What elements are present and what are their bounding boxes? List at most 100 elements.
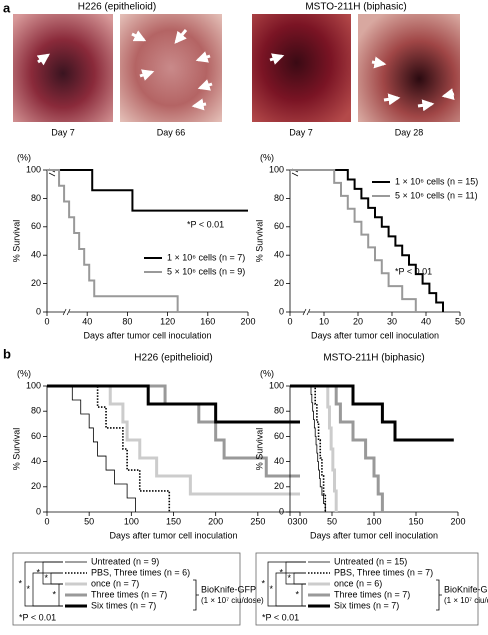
x-tick-label: 40: [82, 316, 92, 326]
significance-bracket: [275, 572, 306, 607]
photo: [358, 14, 460, 122]
axis-break: [293, 170, 299, 174]
significance-star: *: [287, 573, 291, 583]
significance-star: *: [269, 584, 273, 594]
y-tick-label: 0: [279, 506, 284, 516]
photo: [120, 14, 222, 122]
survival-curve: [47, 384, 300, 496]
x-tick-label: 200: [208, 516, 223, 526]
survival-curve: [290, 169, 444, 312]
significance-star: *: [279, 567, 283, 577]
axis-break: [50, 170, 56, 174]
survival-curve: [290, 384, 454, 442]
axis-break: [305, 309, 309, 315]
survival-curve: [47, 384, 300, 424]
legend-label: 1 × 10⁶ cells (n = 15): [395, 176, 478, 186]
y-tick-label: 40: [31, 250, 41, 260]
y-tick-label: 40: [31, 456, 41, 466]
legend-label: 5 × 10⁶ cells (n = 11): [395, 190, 478, 200]
x-axis-label: Days after tumor cell inoculation: [310, 530, 438, 540]
significance-star: *: [44, 573, 48, 583]
group-brace: [436, 579, 442, 611]
survival-curve: [290, 384, 338, 512]
survival-curve: [47, 169, 179, 312]
significance-bracket: [32, 572, 63, 607]
x-tick-label: 300: [292, 516, 307, 526]
survival-curve: [47, 169, 248, 212]
significance-star: *: [36, 567, 40, 577]
legend-box: [12, 552, 241, 626]
photos: [13, 14, 460, 122]
y-unit: (%): [17, 368, 31, 378]
legend-label: once (n = 7): [91, 578, 139, 588]
chart-title: MSTO-211H (biphasic): [323, 353, 424, 364]
y-tick-label: 80: [274, 193, 284, 203]
photo-title: MSTO-211H (biphasic): [305, 2, 406, 13]
y-tick-label: 60: [31, 221, 41, 231]
note: *P < 0.01: [19, 612, 56, 622]
significance-bracket: [301, 583, 306, 607]
x-axis-label: Days after tumor cell inoculation: [311, 330, 439, 340]
x-tick-label: 80: [122, 316, 132, 326]
legend-label: Three times (n = 7): [334, 589, 410, 599]
x-tick-label: 0: [287, 316, 292, 326]
y-tick-label: 100: [269, 164, 284, 174]
y-axis-label: % Survival: [254, 220, 264, 263]
significance-star: *: [52, 589, 56, 599]
arrows: [36, 29, 455, 112]
photo-day: Day 7: [51, 127, 75, 137]
y-tick-label: 100: [26, 164, 41, 174]
x-tick-label: 50: [327, 516, 337, 526]
y-unit: (%): [260, 368, 274, 378]
photo: [13, 14, 113, 122]
significance-bracket: [293, 572, 306, 585]
y-tick-label: 20: [31, 481, 41, 491]
x-tick-label: 20: [353, 316, 363, 326]
panel-label: b: [3, 346, 11, 361]
x-tick-label: 40: [421, 316, 431, 326]
survival-curve: [290, 385, 326, 512]
legend-label: Three times (n = 7): [91, 589, 167, 599]
legend-label: Untreated (n = 9): [91, 556, 159, 566]
y-tick-label: 40: [274, 250, 284, 260]
x-tick-label: 30: [387, 316, 397, 326]
survival-curve: [290, 385, 327, 512]
x-tick-label: 50: [455, 316, 465, 326]
legend-label: PBS, Three times (n = 6): [91, 567, 190, 577]
y-tick-label: 0: [36, 306, 41, 316]
photo: [252, 14, 351, 122]
axis-break: [62, 308, 71, 316]
legend-label: Untreated (n = 15): [334, 556, 407, 566]
legend-label: Six times (n = 7): [334, 600, 399, 610]
significance-star: *: [18, 578, 22, 588]
survival-curve: [47, 385, 136, 512]
survival-curve: [290, 384, 384, 512]
x-tick-label: 0: [44, 316, 49, 326]
legend-label: 5 × 10⁶ cells (n = 9): [167, 266, 245, 276]
x-tick-label: 200: [450, 516, 465, 526]
x-tick-label: 10: [319, 316, 329, 326]
chart-title: H226 (epithelioid): [134, 353, 212, 364]
y-unit: (%): [260, 152, 274, 162]
photo-day: Day 7: [289, 127, 313, 137]
legend-label: PBS, Three times (n = 7): [334, 567, 433, 577]
legend-label: Six times (n = 7): [91, 600, 156, 610]
x-axis-label: Days after tumor cell inoculation: [83, 330, 211, 340]
group-sublabel: (1 × 10⁷ ciu/dose): [444, 596, 488, 605]
significance-bracket: [50, 572, 63, 585]
y-axis-label: % Survival: [11, 428, 21, 471]
y-tick-label: 60: [274, 431, 284, 441]
photo-day: Day 28: [395, 127, 424, 137]
y-tick-label: 80: [274, 406, 284, 416]
x-tick-label: 250: [250, 516, 265, 526]
y-axis-label: % Survival: [11, 220, 21, 263]
survival-curve: [47, 385, 171, 512]
y-tick-label: 20: [274, 481, 284, 491]
x-tick-label: 160: [200, 316, 215, 326]
y-tick-label: 60: [274, 221, 284, 231]
x-tick-label: 0: [44, 516, 49, 526]
y-unit: (%): [17, 152, 31, 162]
y-tick-label: 20: [31, 278, 41, 288]
x-tick-label: 150: [166, 516, 181, 526]
annotation: *P < 0.01: [395, 266, 432, 276]
